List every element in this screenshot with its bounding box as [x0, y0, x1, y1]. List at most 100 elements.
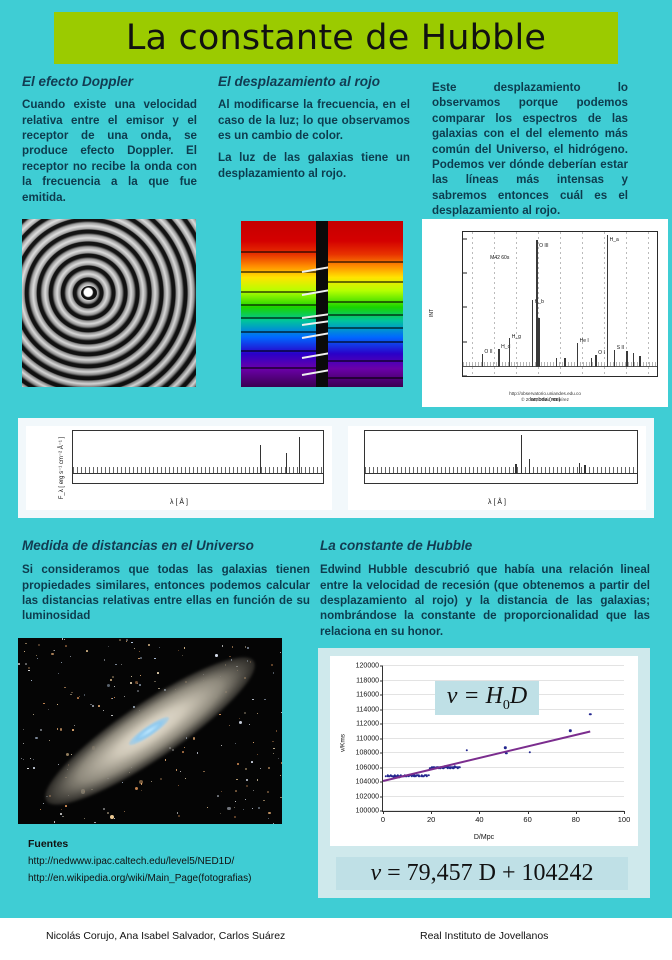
x-tick	[479, 811, 481, 814]
data-point	[442, 766, 445, 769]
data-point	[427, 774, 430, 777]
star	[65, 805, 67, 807]
blue-baseline	[73, 472, 323, 474]
source-link-1[interactable]: http://nedwww.ipac.caltech.edu/level5/NE…	[28, 856, 235, 867]
star	[47, 708, 49, 710]
emission-peak-minor	[590, 358, 593, 368]
y-tick-label: 100000	[355, 807, 379, 815]
star	[227, 806, 231, 811]
y-tick	[463, 341, 467, 343]
emission-peak	[285, 452, 288, 474]
star	[245, 778, 248, 781]
data-point	[505, 751, 508, 755]
star	[61, 638, 64, 641]
section-text-hubble: Edwind Hubble descubrió que había una re…	[320, 563, 650, 638]
star	[53, 649, 55, 651]
redshift-arrows-group	[301, 221, 342, 387]
data-point	[418, 775, 422, 778]
star	[25, 663, 28, 666]
sources-block: Fuentes http://nedwww.ipac.caltech.edu/l…	[28, 838, 328, 884]
star	[27, 767, 29, 769]
star	[242, 808, 244, 810]
y-tick-label: 116000	[356, 691, 379, 699]
hubble-law-tail: D	[509, 682, 528, 709]
hubble-y-axis-title: v/Kms	[339, 734, 347, 753]
y-tick	[380, 665, 383, 667]
star	[108, 646, 110, 648]
section-heading-distances: Medida de distancias en el Universo	[22, 538, 254, 553]
doppler-source-point	[81, 286, 98, 301]
star	[113, 685, 116, 688]
emission-peak	[531, 300, 534, 368]
star	[177, 815, 180, 818]
source-link-2[interactable]: http://en.wikipedia.org/wiki/Main_Page(f…	[28, 873, 252, 884]
star	[30, 757, 32, 759]
star	[125, 641, 127, 643]
star	[57, 672, 59, 675]
star	[137, 690, 139, 693]
data-point	[422, 774, 425, 778]
star	[221, 644, 224, 647]
absorption-line	[241, 290, 316, 293]
gridline	[383, 781, 624, 782]
star	[234, 806, 236, 808]
star	[221, 790, 223, 792]
gridline	[383, 679, 624, 681]
data-point	[449, 766, 452, 769]
star	[60, 813, 62, 815]
star	[245, 798, 247, 800]
data-point	[446, 766, 449, 769]
star	[233, 815, 236, 818]
star	[236, 778, 239, 781]
emission-peak-minor	[639, 355, 641, 368]
star	[23, 743, 25, 745]
peak-label: H_a	[609, 237, 619, 244]
star	[113, 817, 116, 820]
star	[64, 686, 66, 689]
emission-peak	[521, 435, 523, 474]
star	[267, 791, 269, 793]
star	[151, 780, 153, 783]
star	[28, 669, 30, 672]
y-tick	[380, 810, 383, 812]
data-point	[413, 774, 416, 777]
data-point	[504, 746, 507, 749]
star	[28, 666, 31, 669]
star	[280, 711, 282, 714]
y-tick-label: 104000	[355, 778, 379, 786]
star	[70, 693, 73, 696]
x-tick-label: 100	[617, 815, 631, 824]
star	[43, 803, 45, 805]
star	[111, 714, 113, 716]
y-tick-label: 110000	[356, 735, 379, 742]
star	[139, 656, 142, 659]
red-continuum	[365, 466, 637, 474]
poster-footer: Nicolás Corujo, Ana Isabel Salvador, Car…	[0, 918, 672, 960]
star	[135, 681, 139, 685]
star	[110, 697, 112, 699]
star	[90, 703, 93, 706]
emission-peak	[260, 444, 262, 474]
y-tick-label: 118000	[356, 677, 379, 684]
star	[98, 705, 100, 707]
star	[130, 681, 132, 684]
data-point	[414, 774, 417, 778]
gridline	[383, 766, 624, 768]
data-point	[416, 773, 419, 777]
data-point	[407, 774, 411, 778]
gridline	[560, 232, 561, 376]
emission-peak	[576, 342, 579, 368]
absorption-line	[241, 317, 316, 320]
data-point	[457, 765, 461, 769]
x-tick	[383, 811, 384, 814]
emission-peak	[606, 234, 609, 368]
star	[35, 654, 38, 657]
fit-equation-rest: = 79,457 D + 104242	[387, 860, 594, 886]
star	[73, 725, 75, 727]
absorption-line	[241, 270, 316, 273]
emission-peak	[481, 353, 483, 368]
page-title: La constante de Hubble	[125, 18, 547, 58]
y-tick	[380, 680, 383, 681]
data-point	[417, 774, 420, 777]
star	[62, 815, 64, 818]
